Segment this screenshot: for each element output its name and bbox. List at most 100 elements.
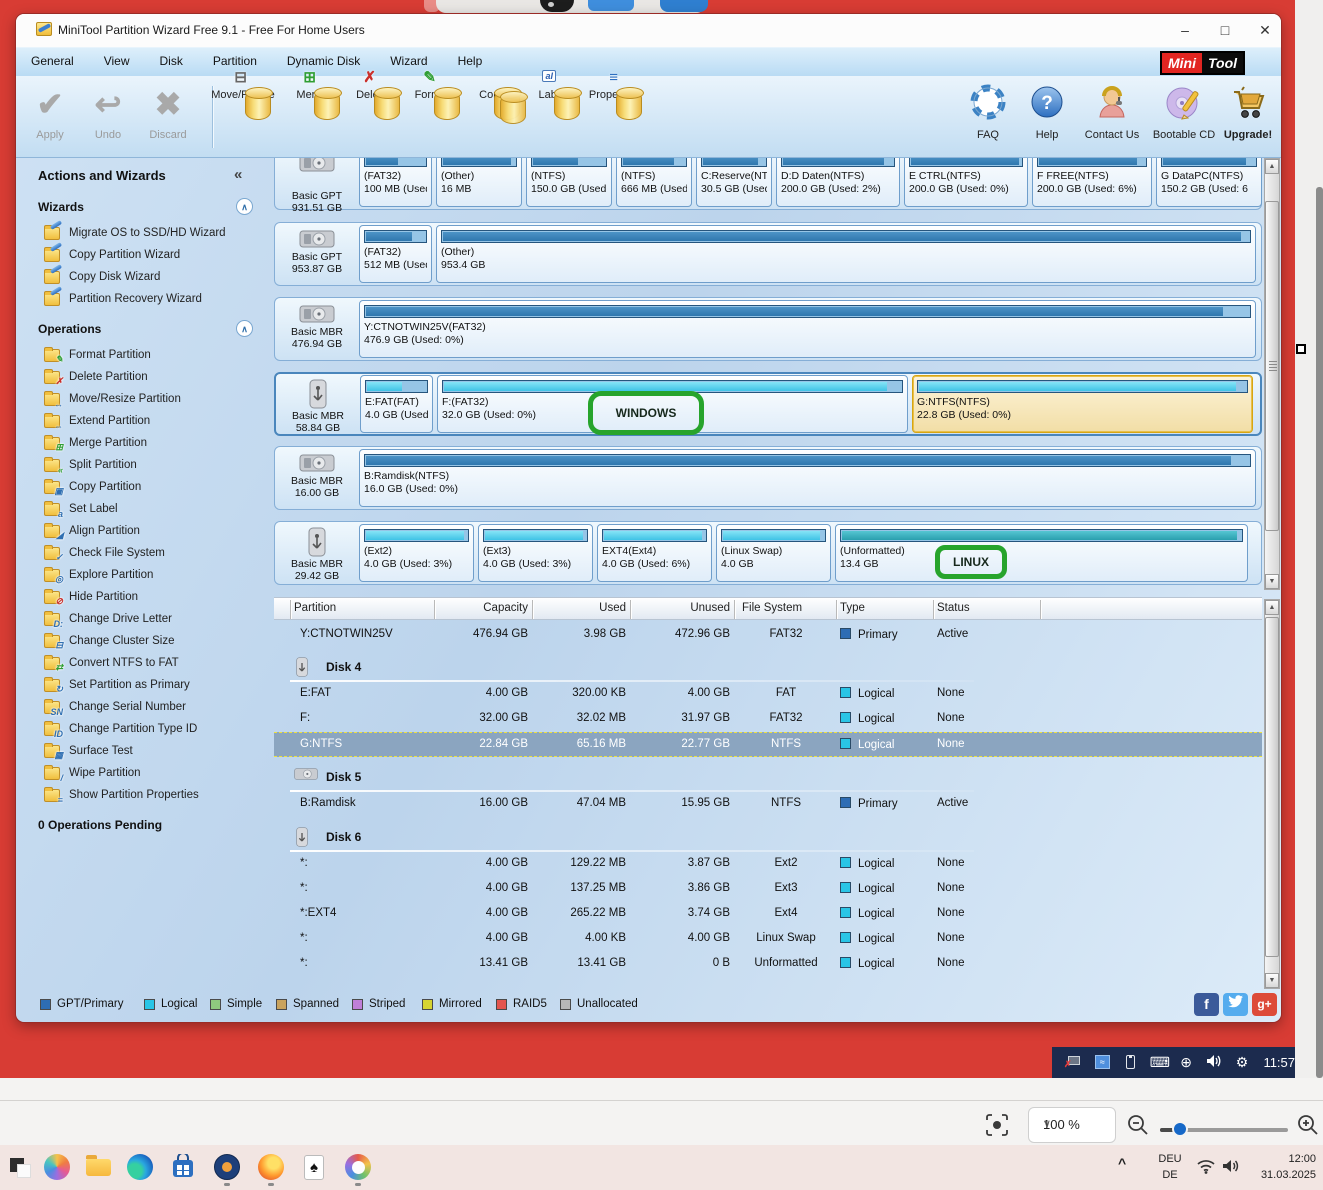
- taskbar-volume-icon[interactable]: [1222, 1158, 1249, 1185]
- partition-block-selected[interactable]: G:NTFS(NTFS) 22.8 GB (Used: 0%): [912, 375, 1253, 433]
- globe-icon[interactable]: ⊕: [1180, 1054, 1193, 1070]
- sidebar-item-copy-partition[interactable]: ▣ Copy Partition: [44, 478, 141, 496]
- sidebar-item-copy-disk-wizard[interactable]: Copy Disk Wizard: [44, 268, 160, 286]
- menu-help[interactable]: Help: [457, 54, 483, 68]
- scroll-up-arrow[interactable]: ▲: [1265, 600, 1279, 615]
- apply-button[interactable]: ✔ Apply: [24, 84, 76, 141]
- table-disk-group-4[interactable]: Disk 4: [274, 652, 1262, 682]
- scroll-thumb[interactable]: [1265, 617, 1279, 957]
- help-button[interactable]: ? Help: [1018, 84, 1076, 141]
- sidebar-item-move-resize-partition[interactable]: ↔ Move/Resize Partition: [44, 390, 181, 409]
- menu-general[interactable]: General: [31, 54, 74, 68]
- wifi-icon[interactable]: [1196, 1158, 1223, 1185]
- sidebar-item-merge-partition[interactable]: ⊞ Merge Partition: [44, 434, 147, 452]
- col-capacity[interactable]: Capacity: [483, 602, 528, 614]
- minimize-button[interactable]: –: [1181, 22, 1189, 38]
- sidebar-item-extend-partition[interactable]: ⇔ Extend Partition: [44, 412, 150, 431]
- move-resize-button[interactable]: ⊟ Move/Resize: [210, 69, 276, 120]
- partition-block[interactable]: EXT4(Ext4) 4.0 GB (Used: 6%): [597, 524, 712, 582]
- partition-block[interactable]: (FAT32)512 MB (Used:: [359, 225, 432, 283]
- scroll-down-arrow[interactable]: ▼: [1265, 973, 1279, 988]
- partition-block[interactable]: (Other) 16 MB: [436, 158, 522, 207]
- taskbar-clock[interactable]: 12:00 31.03.2025: [1238, 1151, 1316, 1183]
- volume-icon[interactable]: [1206, 1054, 1223, 1071]
- tray-chevron-icon[interactable]: ^: [1118, 1155, 1127, 1171]
- col-type[interactable]: Type: [840, 602, 865, 614]
- sidebar-item-explore-partition[interactable]: ◎ Explore Partition: [44, 566, 153, 584]
- col-unused[interactable]: Unused: [690, 602, 730, 614]
- sidebar-item-wipe-partition[interactable]: / Wipe Partition: [44, 764, 141, 783]
- delete-button[interactable]: ✗ Delete: [344, 69, 402, 120]
- network-error-icon[interactable]: ✗: [1064, 1054, 1083, 1071]
- scroll-thumb[interactable]: [1265, 201, 1279, 531]
- sidebar-item-partition-recovery-wizard[interactable]: Partition Recovery Wizard: [44, 290, 202, 308]
- sidebar-item-change-drive-letter[interactable]: D: Change Drive Letter: [44, 610, 172, 629]
- zoom-slider-knob[interactable]: [1172, 1121, 1188, 1137]
- close-button[interactable]: ✕: [1259, 22, 1271, 38]
- disk-tile[interactable]: Basic MBR 16.00 GB: [278, 449, 356, 507]
- menu-partition[interactable]: Partition: [212, 54, 257, 68]
- copilot-icon[interactable]: [44, 1154, 71, 1181]
- col-used[interactable]: Used: [599, 602, 626, 614]
- keyboard-icon[interactable]: ⌨: [1149, 1054, 1170, 1070]
- solitaire-icon[interactable]: ♠: [301, 1154, 328, 1181]
- zoom-slider-track[interactable]: [1160, 1128, 1288, 1132]
- screenshot-crop-icon[interactable]: [984, 1112, 1010, 1143]
- table-row[interactable]: *: 13.41 GB 13.41 GB 0 B Unformatted Logical N…: [300, 957, 965, 970]
- table-disk-group-6[interactable]: Disk 6: [274, 822, 1262, 852]
- col-status[interactable]: Status: [937, 602, 970, 614]
- partition-block[interactable]: (Other) 953.4 GB: [436, 225, 1256, 283]
- partition-block[interactable]: F FREE(NTFS) 200.0 GB (Used: 6%): [1032, 158, 1152, 207]
- sidebar-item-set-label[interactable]: a Set Label: [44, 500, 118, 519]
- table-row[interactable]: F: 32.00 GB 32.02 MB 31.97 GB FAT32 Logical No…: [300, 712, 965, 725]
- partition-block[interactable]: Y:CTNOTWIN25V(FAT32) 476.9 GB (Used: 0%): [359, 300, 1256, 358]
- merge-button[interactable]: ⊞ Merge: [284, 69, 342, 120]
- menu-dynamic-disk[interactable]: Dynamic Disk: [286, 54, 361, 68]
- disk-tile[interactable]: Basic MBR 476.94 GB: [278, 300, 356, 358]
- settings-gear-icon[interactable]: ⚙: [1235, 1054, 1249, 1070]
- sidebar-item-migrate-os[interactable]: Migrate OS to SSD/HD Wizard: [44, 224, 226, 242]
- table-row-selected[interactable]: G:NTFS 22.84 GB 65.16 MB 22.77 GB NTFS Logica…: [274, 732, 1262, 757]
- sidebar-item-check-file-system[interactable]: ✓ Check File System: [44, 544, 165, 562]
- zoom-level-dropdown[interactable]: 100 % ∨: [1028, 1107, 1116, 1143]
- scroll-down-arrow[interactable]: ▼: [1265, 574, 1279, 589]
- zoom-out-icon[interactable]: [1126, 1113, 1150, 1142]
- language-indicator[interactable]: DEU DE: [1158, 1153, 1182, 1181]
- sidebar-item-delete-partition[interactable]: ✗ Delete Partition: [44, 368, 148, 386]
- partition-block[interactable]: D:D Daten(NTFS) 200.0 GB (Used: 2%): [776, 158, 900, 207]
- sidebar-item-hide-partition[interactable]: ⊘ Hide Partition: [44, 588, 138, 606]
- disk-tile[interactable]: Basic GPT 953.87 GB: [278, 225, 356, 283]
- sidebar-item-copy-partition-wizard[interactable]: Copy Partition Wizard: [44, 246, 180, 264]
- partition-block[interactable]: E:FAT(FAT) 4.0 GB (Used:: [360, 375, 433, 433]
- table-row[interactable]: *: 4.00 GB 137.25 MB 3.86 GB Ext3 Logical None: [300, 882, 965, 895]
- sidebar-item-set-partition-as-primary[interactable]: ↻ Set Partition as Primary: [44, 676, 190, 694]
- table-scrollbar[interactable]: ▲ ▼: [1264, 599, 1280, 989]
- google-plus-icon[interactable]: g+: [1252, 993, 1277, 1016]
- usb-device-icon[interactable]: [1122, 1054, 1139, 1071]
- firefox-icon[interactable]: [258, 1154, 285, 1181]
- copy-button[interactable]: Copy: [464, 84, 528, 124]
- partition-block[interactable]: B:Ramdisk(NTFS) 16.0 GB (Used: 0%): [359, 449, 1256, 507]
- microsoft-store-icon[interactable]: [170, 1152, 197, 1181]
- bootable-cd-button[interactable]: Bootable CD: [1144, 84, 1224, 141]
- start-button-icon[interactable]: [8, 1154, 35, 1181]
- partition-block[interactable]: (Unformatted) 13.4 GB: [835, 524, 1248, 582]
- undo-button[interactable]: ↩ Undo: [82, 84, 134, 141]
- properties-button[interactable]: ≡ Properties: [578, 69, 650, 120]
- table-row[interactable]: *: 4.00 GB 129.22 MB 3.87 GB Ext2 Logical None: [300, 857, 965, 870]
- label-button[interactable]: aI Label: [524, 70, 582, 120]
- partition-block[interactable]: E CTRL(NTFS) 200.0 GB (Used: 0%): [904, 158, 1028, 207]
- disk-map-scrollbar[interactable]: ▲ ▼: [1264, 158, 1280, 590]
- file-explorer-icon[interactable]: [85, 1154, 112, 1181]
- app-window-icon[interactable]: ≈: [1094, 1054, 1111, 1071]
- disk-tile[interactable]: Basic MBR 58.84 GB: [279, 376, 357, 434]
- table-disk-group-5[interactable]: Disk 5: [274, 762, 1262, 792]
- viewer-scrollbar[interactable]: [1316, 187, 1323, 1078]
- faq-button[interactable]: FAQ: [958, 84, 1018, 141]
- sidebar-item-surface-test[interactable]: ▦ Surface Test: [44, 742, 133, 760]
- partition-block[interactable]: (FAT32)100 MB (Used:: [359, 158, 432, 207]
- contact-us-button[interactable]: Contact Us: [1074, 84, 1150, 141]
- sidebar-item-change-cluster-size[interactable]: ⊟ Change Cluster Size: [44, 632, 174, 650]
- maximize-button[interactable]: □: [1220, 22, 1230, 38]
- scroll-up-arrow[interactable]: ▲: [1265, 159, 1279, 174]
